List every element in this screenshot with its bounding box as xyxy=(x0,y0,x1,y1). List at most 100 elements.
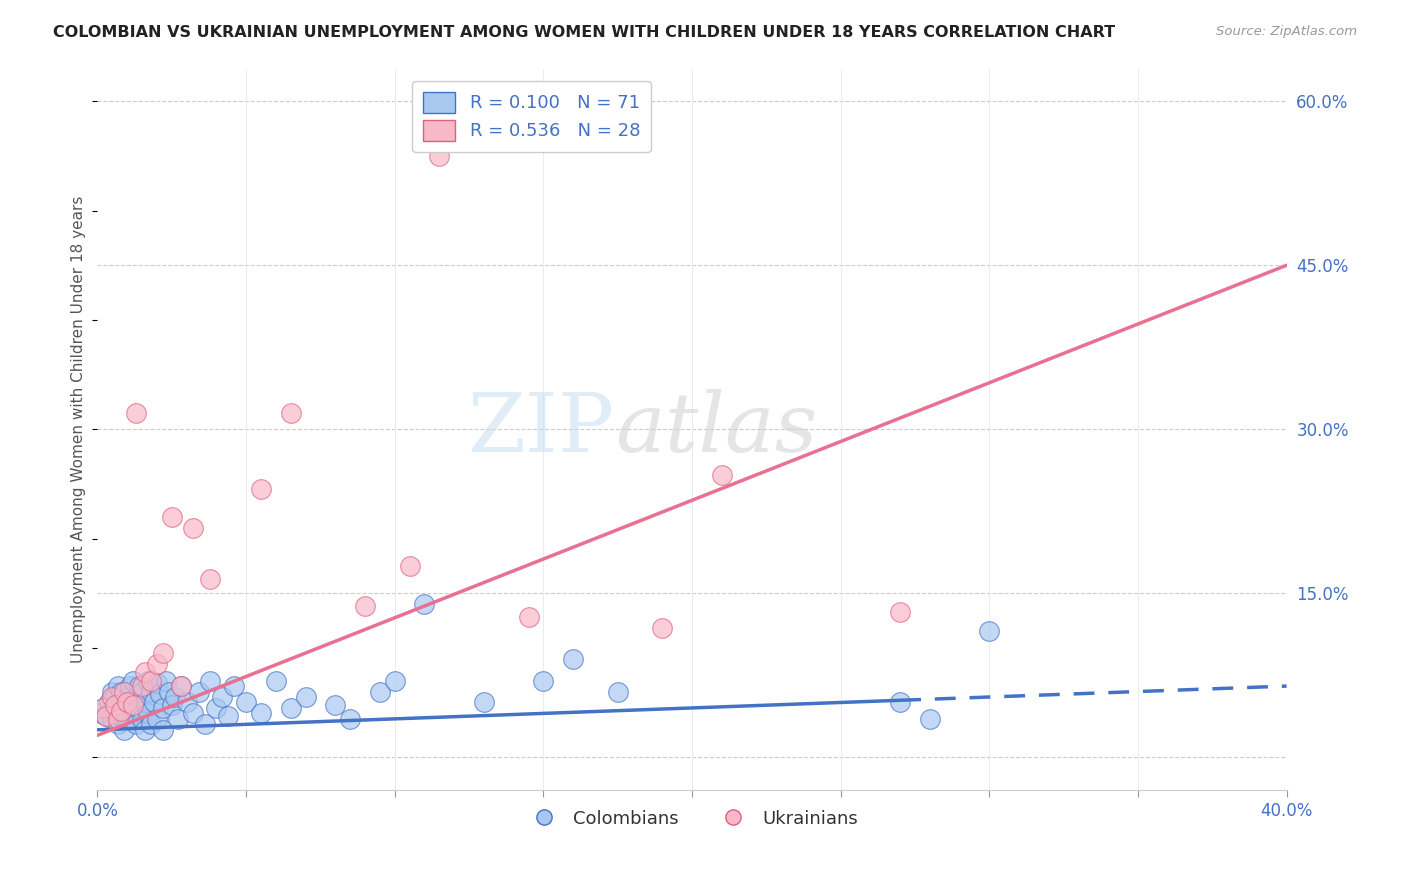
Point xyxy=(472,696,495,710)
Point xyxy=(368,684,391,698)
Point xyxy=(217,708,239,723)
Point xyxy=(146,657,169,672)
Point xyxy=(294,690,316,704)
Point xyxy=(112,723,135,737)
Point xyxy=(107,679,129,693)
Point xyxy=(152,646,174,660)
Point xyxy=(323,698,346,712)
Point xyxy=(710,468,733,483)
Point xyxy=(96,708,118,723)
Point xyxy=(134,696,156,710)
Point xyxy=(250,706,273,721)
Point xyxy=(163,690,186,704)
Point xyxy=(235,696,257,710)
Point xyxy=(93,701,115,715)
Point xyxy=(98,696,121,710)
Point xyxy=(134,665,156,679)
Point xyxy=(517,610,540,624)
Point xyxy=(280,406,302,420)
Point xyxy=(193,717,215,731)
Point xyxy=(104,690,127,704)
Point xyxy=(211,690,233,704)
Point xyxy=(651,621,673,635)
Point xyxy=(918,712,941,726)
Point xyxy=(384,673,406,688)
Point xyxy=(101,684,124,698)
Point xyxy=(122,698,145,712)
Point xyxy=(160,509,183,524)
Point xyxy=(181,706,204,721)
Point xyxy=(979,624,1001,639)
Text: atlas: atlas xyxy=(614,389,817,469)
Point xyxy=(139,717,162,731)
Point xyxy=(110,704,132,718)
Point xyxy=(89,706,111,721)
Point xyxy=(101,690,124,704)
Point xyxy=(176,696,198,710)
Point xyxy=(166,712,188,726)
Point xyxy=(131,712,153,726)
Point xyxy=(149,687,172,701)
Point xyxy=(139,684,162,698)
Point xyxy=(264,673,287,688)
Point xyxy=(101,712,124,726)
Point xyxy=(115,696,138,710)
Point xyxy=(200,673,222,688)
Point xyxy=(136,706,159,721)
Point xyxy=(120,696,142,710)
Point xyxy=(96,708,118,723)
Point xyxy=(139,673,162,688)
Point xyxy=(107,698,129,712)
Point xyxy=(110,708,132,723)
Point xyxy=(112,701,135,715)
Point xyxy=(889,696,911,710)
Point xyxy=(134,723,156,737)
Point xyxy=(157,684,180,698)
Point xyxy=(128,679,150,693)
Point xyxy=(152,701,174,715)
Point xyxy=(131,684,153,698)
Point xyxy=(115,712,138,726)
Point xyxy=(170,679,193,693)
Point xyxy=(531,673,554,688)
Point xyxy=(250,483,273,497)
Point xyxy=(339,712,361,726)
Point xyxy=(562,652,585,666)
Point xyxy=(104,704,127,718)
Legend: Colombians, Ukrainians: Colombians, Ukrainians xyxy=(519,803,865,835)
Point xyxy=(128,701,150,715)
Point xyxy=(122,673,145,688)
Text: Source: ZipAtlas.com: Source: ZipAtlas.com xyxy=(1216,25,1357,38)
Point xyxy=(413,597,436,611)
Point xyxy=(136,673,159,688)
Point xyxy=(398,558,420,573)
Point xyxy=(131,679,153,693)
Point xyxy=(224,679,246,693)
Point xyxy=(606,684,628,698)
Point xyxy=(93,701,115,715)
Point xyxy=(107,717,129,731)
Point xyxy=(170,679,193,693)
Text: COLOMBIAN VS UKRAINIAN UNEMPLOYMENT AMONG WOMEN WITH CHILDREN UNDER 18 YEARS COR: COLOMBIAN VS UKRAINIAN UNEMPLOYMENT AMON… xyxy=(53,25,1115,40)
Point xyxy=(112,684,135,698)
Point xyxy=(146,712,169,726)
Text: ZIP: ZIP xyxy=(468,389,614,469)
Point xyxy=(155,673,177,688)
Point xyxy=(125,406,148,420)
Point xyxy=(187,684,209,698)
Point xyxy=(122,706,145,721)
Point xyxy=(427,149,450,163)
Point xyxy=(889,605,911,619)
Point xyxy=(120,679,142,693)
Point xyxy=(104,698,127,712)
Point xyxy=(280,701,302,715)
Point xyxy=(125,717,148,731)
Point xyxy=(115,690,138,704)
Point xyxy=(200,572,222,586)
Point xyxy=(107,712,129,726)
Point xyxy=(125,690,148,704)
Point xyxy=(160,698,183,712)
Point xyxy=(354,599,377,614)
Y-axis label: Unemployment Among Women with Children Under 18 years: Unemployment Among Women with Children U… xyxy=(72,195,86,663)
Point xyxy=(143,696,166,710)
